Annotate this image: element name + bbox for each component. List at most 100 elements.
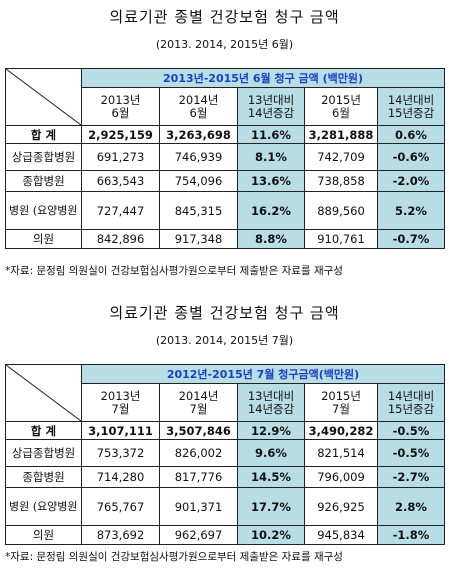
value-2014: 962,697 [159, 525, 238, 545]
value-2014: 754,096 [159, 170, 238, 192]
change-14-15: -0.5% [377, 439, 445, 467]
corner-cell [5, 68, 82, 126]
header-change-line2: 14년증감 [247, 105, 295, 120]
row-label: 상급종합병원 [5, 439, 82, 467]
table-row: 상급종합병원 753,372 826,002 9.6% 821,514 -0.5… [5, 439, 445, 467]
change-14-15: -2.0% [377, 170, 445, 192]
value-2013: 714,280 [81, 466, 160, 488]
value-2013: 842,896 [81, 229, 160, 249]
value-2015: 3,281,888 [304, 125, 378, 144]
change-13-14: 17.7% [237, 487, 305, 526]
value-2013: 663,543 [81, 170, 160, 192]
row-label: 합 계 [5, 421, 82, 440]
row-label: 병원 (요양병원 포함) [5, 191, 82, 230]
value-2014: 3,507,846 [159, 421, 238, 440]
header-year: 2013년 [100, 92, 141, 107]
value-2013: 2,925,159 [81, 125, 160, 144]
section-subtitle: (2013. 2014, 2015년 7월) [155, 334, 294, 347]
header-year: 2015년 [321, 92, 361, 107]
header-change-line2: 15년증감 [387, 105, 435, 120]
header-change-line2: 15년증감 [387, 401, 435, 416]
source-note: *자료: 문정림 의원실이 건강보험심사평가원으로부터 제출받은 자료를 재구성 [5, 551, 343, 563]
header-year: 2014년 [178, 92, 219, 107]
header-2013: 2013년 6월 [81, 87, 160, 126]
header-year: 2013년 [100, 388, 141, 403]
corner-cell [5, 364, 82, 422]
value-2015: 821,514 [304, 439, 378, 467]
header-change-line1: 14년대비 [387, 92, 435, 107]
value-2015: 738,858 [304, 170, 378, 192]
header-year: 2014년 [178, 388, 219, 403]
header-month: 7월 [189, 401, 208, 416]
row-label: 의원 [5, 229, 82, 249]
table-title-cell: 2012년-2015년 7월 청구금액(백만원) [81, 364, 445, 384]
header-2014: 2014년 7월 [159, 383, 238, 422]
section-title: 의료기관 종별 건강보험 청구 금액 [109, 8, 340, 26]
value-2013: 3,107,111 [81, 421, 160, 440]
header-month: 6월 [332, 105, 350, 120]
table-row: 병원 (요양병원 포함) 727,447 845,315 16.2% 889,5… [5, 191, 445, 230]
header-month: 6월 [189, 105, 208, 120]
value-2014: 845,315 [159, 191, 238, 230]
section-subtitle: (2013. 2014, 2015년 6월) [155, 38, 294, 51]
table-row-total: 합 계 3,107,111 3,507,846 12.9% 3,490,282 … [5, 421, 445, 440]
row-label: 종합병원 [5, 466, 82, 488]
section-title: 의료기관 종별 건강보험 청구 금액 [109, 304, 340, 322]
change-14-15: -1.8% [377, 525, 445, 545]
row-label: 종합병원 [5, 170, 82, 192]
value-2013: 873,692 [81, 525, 160, 545]
table-row: 의원 873,692 962,697 10.2% 945,834 -1.8% [5, 525, 445, 545]
change-14-15: 2.8% [377, 487, 445, 526]
header-2015: 2015년 6월 [304, 87, 378, 126]
change-13-14: 9.6% [237, 439, 305, 467]
value-2014: 901,371 [159, 487, 238, 526]
change-13-14: 14.5% [237, 466, 305, 488]
value-2014: 817,776 [159, 466, 238, 488]
value-2015: 889,560 [304, 191, 378, 230]
value-2015: 910,761 [304, 229, 378, 249]
table-title: 2013년-2015년 6월 청구 금액 (백만원) [162, 72, 364, 85]
value-2013: 753,372 [81, 439, 160, 467]
value-2013: 727,447 [81, 191, 160, 230]
header-month: 6월 [111, 105, 130, 120]
diagonal-line [6, 69, 81, 125]
claims-table: 2013년-2015년 6월 청구 금액 (백만원) 2013년 6월 2014… [5, 68, 445, 249]
header-change-line1: 13년대비 [247, 92, 295, 107]
change-14-15: -0.7% [377, 229, 445, 249]
header-month: 7월 [332, 401, 350, 416]
change-13-14: 13.6% [237, 170, 305, 192]
header-change-line1: 13년대비 [247, 388, 295, 403]
header-year: 2015년 [321, 388, 361, 403]
row-label: 병원 (요양병원 포함) [5, 487, 82, 526]
change-14-15: 0.6% [377, 125, 445, 144]
table-row: 종합병원 714,280 817,776 14.5% 796,009 -2.7% [5, 466, 445, 488]
diagonal-line [6, 365, 81, 421]
header-change-13-14: 13년대비 14년증감 [237, 87, 305, 126]
row-label: 상급종합병원 [5, 143, 82, 171]
change-13-14: 12.9% [237, 421, 305, 440]
change-13-14: 8.8% [237, 229, 305, 249]
header-change-line1: 14년대비 [387, 388, 435, 403]
value-2015: 945,834 [304, 525, 378, 545]
value-2014: 826,002 [159, 439, 238, 467]
value-2013: 765,767 [81, 487, 160, 526]
header-change-13-14: 13년대비 14년증감 [237, 383, 305, 422]
value-2015: 3,490,282 [304, 421, 378, 440]
row-label: 합 계 [5, 125, 82, 144]
table-row: 병원 (요양병원 포함) 765,767 901,371 17.7% 926,9… [5, 487, 445, 526]
value-2014: 3,263,698 [159, 125, 238, 144]
header-2014: 2014년 6월 [159, 87, 238, 126]
table-row-total: 합 계 2,925,159 3,263,698 11.6% 3,281,888 … [5, 125, 445, 144]
table-row: 상급종합병원 691,273 746,939 8.1% 742,709 -0.6… [5, 143, 445, 171]
header-change-line2: 14년증감 [247, 401, 295, 416]
change-13-14: 11.6% [237, 125, 305, 144]
change-14-15: -0.5% [377, 421, 445, 440]
change-14-15: 5.2% [377, 191, 445, 230]
table-title-cell: 2013년-2015년 6월 청구 금액 (백만원) [81, 68, 445, 88]
table-row: 의원 842,896 917,348 8.8% 910,761 -0.7% [5, 229, 445, 249]
value-2013: 691,273 [81, 143, 160, 171]
value-2015: 742,709 [304, 143, 378, 171]
change-14-15: -0.6% [377, 143, 445, 171]
header-month: 7월 [111, 401, 130, 416]
row-label: 의원 [5, 525, 82, 545]
